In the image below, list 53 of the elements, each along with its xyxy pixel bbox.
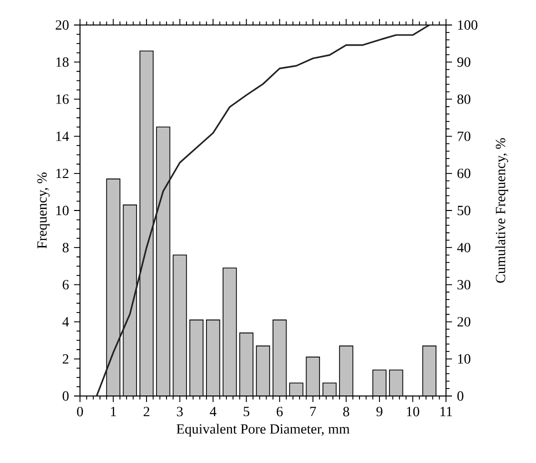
y-tick-label: 0 [62,391,69,401]
y-tick-label: 20 [56,20,69,30]
y-tick-label: 4 [62,317,69,326]
x-tick-label: 8 [343,406,350,416]
y2-tick-label: 100 [458,20,478,30]
y2-tick-label: 30 [458,280,470,290]
x-tick-label: 4 [210,406,216,416]
y2-tick-label: 10 [458,354,470,364]
y-tick-label: 16 [56,94,69,104]
bar [306,356,320,396]
y2-axis-title: Cumulative Frequency, % [495,138,508,283]
x-tick-label: 2 [144,406,150,416]
bar [389,370,404,396]
bar [139,50,154,396]
bar [222,268,237,396]
y2-tick-label: 50 [458,206,470,216]
bar [422,346,436,396]
y2-tick-label: 90 [457,57,470,67]
y2-tick-label: 20 [457,317,470,327]
y2-tick-label: 60 [457,168,470,178]
y2-tick-label: 0 [457,391,464,401]
bar [206,320,220,396]
y-tick-label: 8 [62,242,69,252]
x-tick-label: 6 [276,406,283,416]
bar [172,254,187,396]
bar [339,346,354,396]
x-tick-label: 0 [77,406,83,416]
y2-tick-label: 40 [457,242,470,252]
y2-tick-label: 70 [458,132,470,142]
y-tick-label: 12 [56,168,68,178]
y-tick-label: 2 [62,354,68,364]
bar [272,320,287,396]
bar [156,126,170,396]
bar [256,346,270,396]
x-tick-label: 1 [111,406,116,416]
y2-tick-label: 80 [457,94,470,104]
x-tick-label: 11 [440,406,452,416]
x-tick-label: 3 [176,406,183,416]
bar [189,320,204,396]
y-tick-label: 6 [62,280,69,290]
bar [372,370,386,396]
x-tick-label: 5 [244,406,250,416]
bar [122,204,137,396]
y-tick-label: 10 [56,206,69,216]
y-tick-label: 18 [56,57,69,67]
y-axis-title: Frequency, % [37,172,50,249]
x-tick-label: 10 [406,406,420,416]
x-tick-label: 7 [310,406,316,416]
x-axis-title: Equivalent Pore Diameter, mm [176,424,350,437]
bar [106,178,120,396]
bar [239,332,254,396]
x-tick-label: 9 [376,406,382,416]
y-tick-label: 14 [56,132,69,141]
